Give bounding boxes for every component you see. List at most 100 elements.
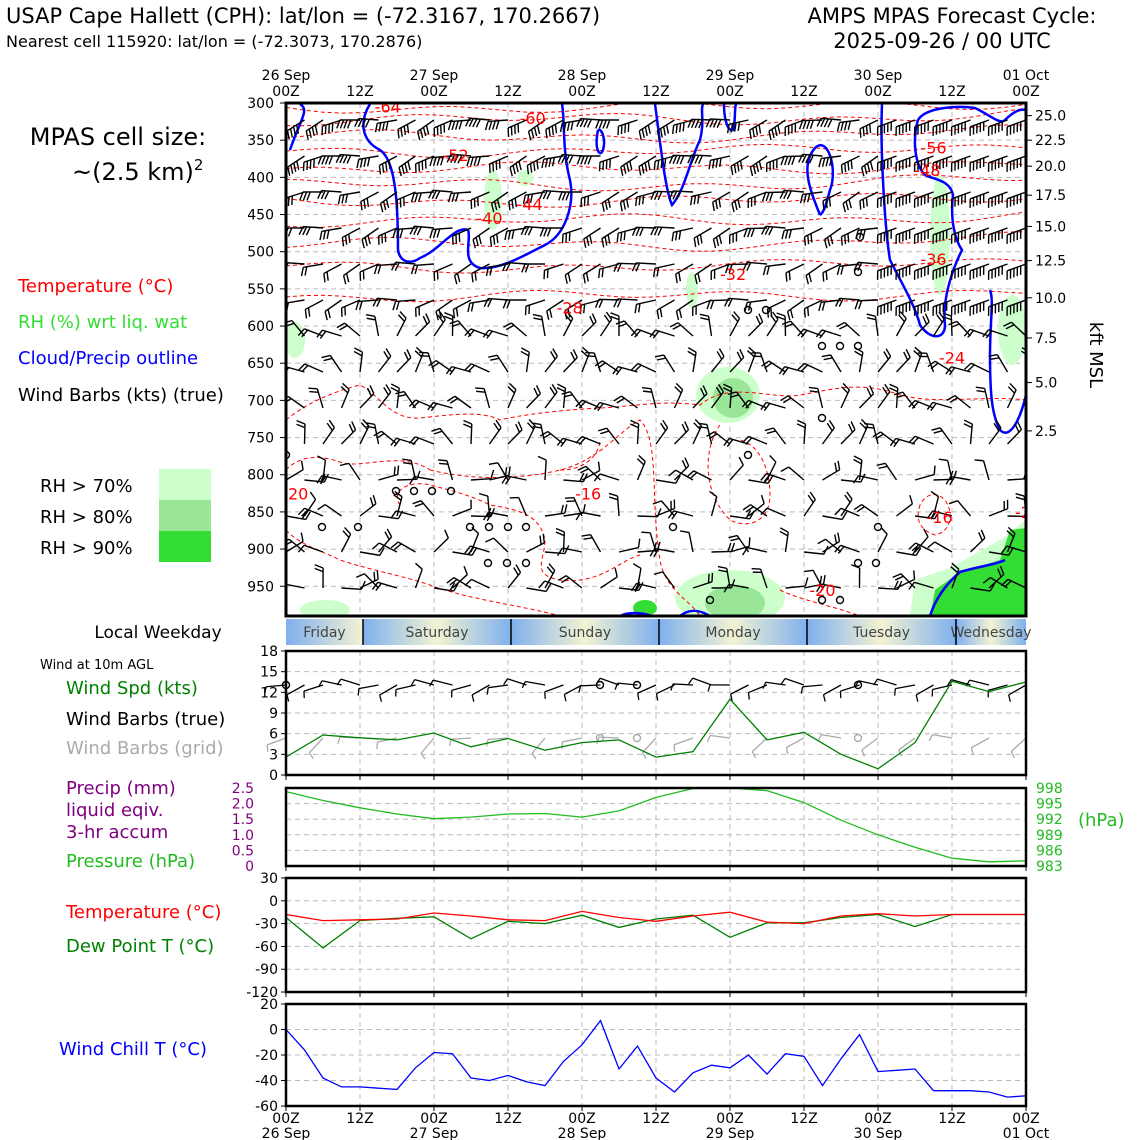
wind-barb (803, 491, 816, 517)
kft-tick-label: 17.5 (1035, 188, 1066, 204)
bottom-time-label: 00Z (272, 1111, 299, 1127)
precip-tick-label: 0 (245, 859, 254, 875)
wind-barb-flag (548, 563, 556, 572)
wind-barb (470, 469, 495, 481)
weekday-label: Saturday (405, 625, 468, 641)
wind-barb-flag (557, 547, 563, 556)
wind-barb (629, 419, 640, 445)
wind-barb-flag (471, 694, 475, 702)
wind-barb (781, 320, 805, 337)
y-tick-label: 30 (260, 871, 278, 887)
cloud-outline (722, 103, 738, 132)
wind-barb-flag (781, 320, 791, 326)
wind-barb-flag (412, 500, 422, 505)
wind-barb (876, 227, 897, 244)
wind-barb (595, 119, 620, 129)
wind-barb-flag (416, 470, 421, 480)
wind-barb-flag (865, 197, 868, 207)
wind-barb (858, 418, 869, 445)
wind-barb-flag (379, 203, 384, 213)
wind-barb (342, 263, 361, 285)
wind-barb-staff (688, 532, 694, 553)
wind-barb-flag (780, 395, 789, 402)
cell-size-title: MPAS cell size: (30, 123, 206, 151)
wind-barb (816, 117, 842, 128)
wind-barb-flag (718, 348, 725, 357)
bottom-time-label: 12Z (346, 1111, 373, 1127)
bottom-time-label: 00Z (864, 1111, 891, 1127)
calm-wind-circle (286, 450, 291, 460)
wind-barb (988, 499, 1009, 517)
weekday-segment (807, 619, 956, 645)
wind-barb-flag (308, 387, 318, 390)
wind-barb-flag (848, 199, 852, 209)
wind-barb (488, 354, 509, 373)
wind-barb-flag (281, 228, 284, 236)
wind-barb (876, 119, 897, 136)
wind-barb (853, 503, 879, 517)
wind-barb-flag (933, 465, 936, 475)
wind-barb-flag (963, 362, 972, 370)
wind-barb (544, 348, 558, 373)
wind-barb-flag (615, 320, 625, 325)
wind-barb-flag (763, 403, 771, 412)
wind-barb-flag (425, 125, 430, 135)
calm-wind-circle (871, 558, 881, 568)
wind-barb-flag (638, 130, 642, 140)
wind-barb-flag (304, 266, 308, 276)
forecast-cycle-date: 2025-09-26 / 00 UTC (833, 29, 1051, 53)
wind-barb-flag (548, 127, 551, 137)
wind-barb-flag (544, 691, 546, 699)
wind-barb (303, 491, 317, 517)
wind-barb-flag (768, 131, 772, 141)
wind-barb-flag (706, 300, 711, 310)
wind-barb-flag (1004, 580, 1012, 588)
wind-barb-flag (801, 154, 807, 164)
wind-barb-staff (286, 684, 305, 696)
wind-barb-flag (766, 430, 776, 435)
wind-barb (546, 299, 564, 320)
wind-barb-flag (647, 124, 651, 134)
calm-wind-circle (521, 522, 531, 532)
wind-barb (396, 470, 421, 481)
wind-barb (821, 354, 842, 373)
wind-barb (876, 263, 897, 280)
wind-barb (786, 299, 805, 321)
wind-barb-flag (324, 311, 328, 321)
wind-barb (286, 538, 305, 553)
wind-barb (339, 462, 361, 481)
wind-barb-flag (360, 201, 363, 211)
wind-barb (987, 263, 1008, 280)
kft-tick-label: 12.5 (1035, 254, 1066, 270)
wind-barb-flag (860, 418, 869, 427)
wind-barb-flag (829, 156, 833, 167)
wind-barb-flag (561, 741, 564, 749)
wind-barb (932, 227, 953, 244)
wind-barb-flag (618, 322, 627, 328)
wind-barb (821, 419, 835, 445)
wind-barb-staff (765, 681, 786, 686)
wind-barb-flag (605, 119, 611, 129)
wind-barb (465, 117, 490, 128)
top-time-label: 12Z (346, 84, 373, 100)
wind-barb-flag (860, 167, 865, 177)
wind-barb-flag (570, 121, 574, 131)
wind-barb-flag (1007, 386, 1016, 394)
wind-barb-flag (635, 262, 641, 272)
wind-barb-flag (963, 423, 973, 429)
legend-dewpoint: Dew Point T (°C) (66, 936, 214, 957)
wind-barb-flag (323, 473, 330, 483)
wind-barb-staff (822, 515, 843, 521)
wind-barb-flag (323, 357, 333, 362)
wind-barb-flag (432, 156, 437, 167)
wind-barb-flag (825, 271, 828, 281)
wind-barb-flag (805, 275, 810, 285)
wind-barb-flag (561, 154, 567, 164)
wind-barb-flag (444, 315, 453, 321)
wind-barb (359, 385, 375, 409)
top-time-label: 12Z (790, 84, 817, 100)
wind-barb (982, 329, 1008, 339)
y-tick-label: -30 (255, 917, 278, 933)
wind-barb (761, 225, 786, 236)
wind-barb-flag (938, 458, 948, 462)
